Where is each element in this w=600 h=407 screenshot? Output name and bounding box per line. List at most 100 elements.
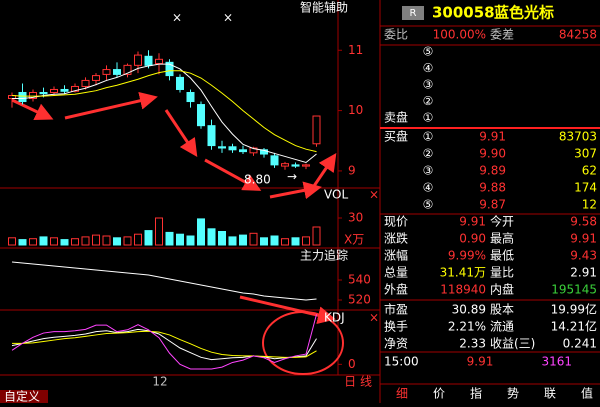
value: 31.41万	[440, 266, 486, 280]
candle-body	[281, 163, 289, 167]
candle-body	[81, 79, 90, 87]
badge: R	[410, 8, 417, 19]
candle-body	[270, 155, 279, 166]
value: 118940	[440, 283, 486, 297]
candle-body	[50, 88, 58, 93]
candle-body	[155, 58, 163, 65]
volume: 83703	[559, 130, 597, 144]
panel-label: KDJ	[324, 311, 345, 325]
value: 0.241	[563, 337, 597, 351]
tab[interactable]: 联	[544, 387, 556, 401]
candle-body	[71, 85, 79, 92]
volume: 3161	[541, 355, 572, 369]
annotation: →	[287, 170, 297, 184]
label: 现价	[384, 215, 408, 229]
label: 最低	[490, 249, 514, 263]
candle-body	[312, 115, 321, 145]
tab[interactable]: 指	[470, 386, 482, 401]
value: 2.33	[459, 337, 486, 351]
volume-bar	[197, 218, 205, 246]
label: 流通	[490, 320, 514, 334]
ma-line	[11, 70, 317, 153]
annotation: 8.80	[244, 173, 271, 187]
x-tick-label: 12	[152, 375, 167, 389]
y-tick-label: 10	[348, 103, 363, 117]
candle-body	[113, 69, 121, 75]
volume-bar	[260, 237, 268, 246]
close: ×	[223, 11, 233, 25]
tab[interactable]: 自定义	[4, 389, 40, 404]
price: 9.89	[479, 164, 506, 178]
candle-body	[302, 164, 310, 167]
level: ①	[423, 111, 434, 125]
candle-body	[249, 147, 258, 154]
volume-bar	[281, 238, 289, 246]
panel-label: VOL	[324, 188, 348, 202]
tab[interactable]: 细	[396, 387, 408, 401]
value: 9.91	[570, 232, 597, 246]
label: 卖盘	[384, 110, 408, 125]
candle-body	[228, 146, 237, 151]
volume-bar	[239, 234, 247, 246]
volume: 307	[574, 147, 597, 161]
volume-bar	[312, 226, 321, 246]
level: ④	[423, 61, 434, 75]
volume-bar	[123, 236, 132, 246]
value: 2.21%	[448, 320, 486, 334]
label: 内盘	[490, 282, 514, 297]
value: 19.99亿	[551, 302, 597, 317]
volume-bar	[155, 217, 163, 246]
value: 30.89	[452, 303, 486, 317]
y-tick-label: 540	[348, 273, 371, 287]
panel-label: 智能辅助	[300, 0, 348, 15]
price: 9.91	[467, 355, 494, 369]
tab[interactable]: 价	[433, 387, 445, 401]
y-tick-label: 30	[348, 211, 363, 225]
value: 14.21亿	[551, 319, 597, 334]
volume-bar	[102, 235, 111, 246]
value: 9.43	[570, 249, 597, 263]
badge-bg	[402, 6, 424, 20]
y-tick-label: 9	[348, 163, 356, 177]
label: 委比	[384, 28, 408, 42]
value: 0.90	[459, 232, 486, 246]
close: ×	[369, 311, 379, 325]
volume-bar	[29, 238, 37, 246]
price: 9.90	[479, 147, 506, 161]
y-tick-label: 11	[348, 43, 363, 57]
volume-bar	[8, 237, 16, 246]
tab[interactable]: 势	[507, 387, 519, 401]
tab[interactable]: 值	[581, 386, 593, 401]
value: 9.99%	[448, 249, 486, 263]
volume-bar	[113, 237, 121, 246]
candle-body	[29, 91, 37, 100]
candle-body	[39, 91, 48, 95]
level: ⑤	[423, 45, 434, 59]
volume-bar	[165, 231, 174, 246]
label: 最高	[490, 231, 514, 246]
candle-body	[144, 55, 153, 66]
label: 买盘	[384, 129, 408, 144]
label: 委差	[490, 28, 514, 42]
ma-line	[12, 63, 317, 164]
price: 9.88	[479, 181, 506, 195]
volume-bar	[71, 238, 79, 246]
level: ②	[423, 94, 434, 108]
level: ①	[423, 130, 434, 144]
value: 84258	[559, 28, 597, 42]
candle-body	[18, 91, 27, 103]
volume-bar	[302, 236, 310, 246]
label: 涨跌	[384, 231, 408, 246]
force-line	[11, 261, 317, 301]
stock-code: 300058	[432, 4, 495, 22]
y-tick-label: 0	[348, 357, 356, 371]
value: 2.91	[570, 266, 597, 280]
level: ③	[423, 78, 434, 92]
value: 195145	[551, 283, 597, 297]
candle-body	[60, 88, 69, 92]
label: 股本	[490, 303, 514, 317]
kdj-line	[11, 328, 317, 361]
candle-body	[102, 69, 111, 75]
candle-body	[92, 75, 100, 81]
label: 净资	[384, 337, 408, 351]
